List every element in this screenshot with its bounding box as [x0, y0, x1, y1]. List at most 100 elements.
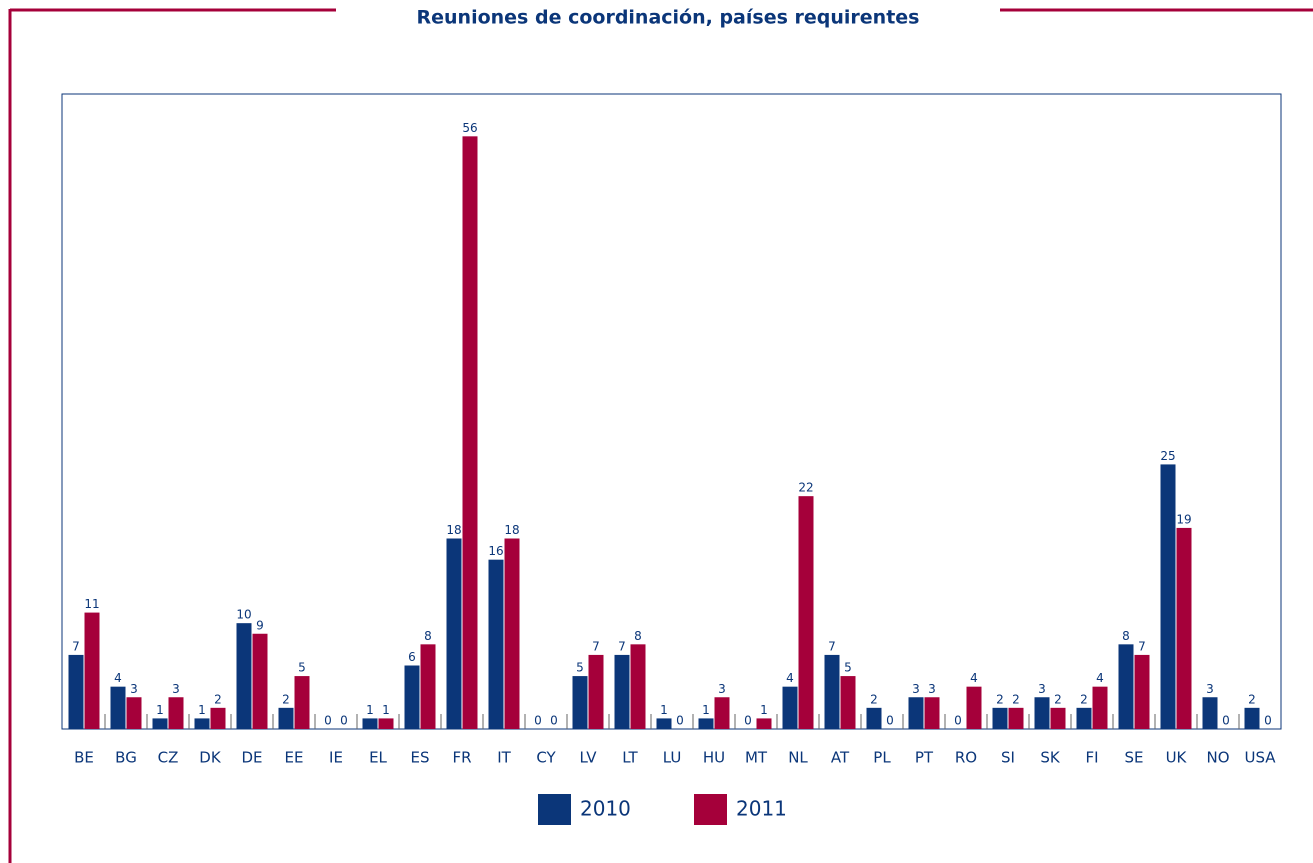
x-tick-label: EE: [285, 749, 304, 767]
bar: [1008, 707, 1024, 729]
x-tick-label: CY: [536, 749, 556, 767]
value-label: 1: [702, 703, 710, 717]
value-label: 10: [236, 608, 251, 622]
x-tick-label: BG: [115, 749, 137, 767]
bar: [840, 676, 856, 729]
bar: [462, 136, 478, 730]
value-label: 7: [592, 639, 600, 653]
value-label: 3: [1038, 682, 1046, 696]
bar: [152, 718, 168, 729]
bar: [1076, 707, 1092, 729]
value-label: 5: [576, 661, 584, 675]
value-label: 0: [954, 714, 962, 728]
value-label: 0: [886, 714, 894, 728]
bar: [588, 654, 604, 729]
value-label: 3: [1206, 682, 1214, 696]
value-label: 1: [366, 703, 374, 717]
legend-swatch: [694, 794, 727, 825]
x-tick-label: RO: [955, 749, 977, 767]
bar: [1160, 464, 1176, 729]
x-tick-label: DK: [199, 749, 222, 767]
value-label: 1: [660, 703, 668, 717]
bar: [908, 697, 924, 729]
value-label: 56: [462, 121, 477, 135]
value-label: 0: [1264, 714, 1272, 728]
bar: [698, 718, 714, 729]
x-tick-label: LV: [580, 749, 598, 767]
bar: [294, 676, 310, 729]
x-tick-label: MT: [745, 749, 768, 767]
bar: [924, 697, 940, 729]
bar: [362, 718, 378, 729]
bar: [714, 697, 730, 729]
legend-swatch: [538, 794, 571, 825]
bar: [1244, 707, 1260, 729]
x-tick-label: UK: [1166, 749, 1188, 767]
x-tick-label: LU: [663, 749, 682, 767]
x-tick-label: PL: [873, 749, 891, 767]
value-label: 4: [970, 671, 978, 685]
x-tick-label: SI: [1001, 749, 1015, 767]
x-tick-label: IE: [329, 749, 343, 767]
x-tick-label: USA: [1244, 749, 1276, 767]
chart-title: Reuniones de coordinación, países requir…: [417, 7, 920, 29]
x-tick-label: AT: [831, 749, 850, 767]
value-label: 7: [1138, 639, 1146, 653]
bar: [1176, 527, 1192, 729]
value-label: 1: [156, 703, 164, 717]
value-label: 8: [1122, 629, 1130, 643]
bar: [1118, 644, 1134, 729]
bar: [488, 559, 504, 729]
value-label: 16: [488, 544, 503, 558]
bar: [866, 707, 882, 729]
x-tick-label: IT: [497, 749, 511, 767]
bar: [630, 644, 646, 729]
x-tick-label: NL: [788, 749, 808, 767]
bar: [798, 496, 814, 729]
value-label: 2: [214, 692, 222, 706]
value-label: 4: [786, 671, 794, 685]
bar: [756, 718, 772, 729]
x-tick-label: SK: [1040, 749, 1061, 767]
x-tick-label: SE: [1125, 749, 1144, 767]
value-label: 1: [198, 703, 206, 717]
value-label: 6: [408, 650, 416, 664]
bar: [782, 686, 798, 729]
value-label: 3: [928, 682, 936, 696]
x-tick-label: DE: [241, 749, 262, 767]
value-label: 1: [382, 703, 390, 717]
value-label: 2: [1012, 692, 1020, 706]
legend-label: 2010: [580, 797, 631, 821]
value-label: 7: [828, 639, 836, 653]
value-label: 1: [760, 703, 768, 717]
value-label: 0: [676, 714, 684, 728]
value-label: 3: [912, 682, 920, 696]
value-label: 4: [114, 671, 122, 685]
value-label: 2: [996, 692, 1004, 706]
bar: [110, 686, 126, 729]
value-label: 0: [1222, 714, 1230, 728]
bar: [992, 707, 1008, 729]
value-label: 3: [718, 682, 726, 696]
value-label: 0: [550, 714, 558, 728]
value-label: 5: [844, 661, 852, 675]
bar: [1050, 707, 1066, 729]
value-label: 7: [618, 639, 626, 653]
bar: [252, 633, 268, 729]
bar: [656, 718, 672, 729]
value-label: 11: [84, 597, 99, 611]
bar: [404, 665, 420, 729]
x-tick-label: LT: [622, 749, 638, 767]
value-label: 2: [1080, 692, 1088, 706]
value-label: 7: [72, 639, 80, 653]
x-tick-label: EL: [369, 749, 387, 767]
x-tick-label: NO: [1206, 749, 1229, 767]
value-label: 4: [1096, 671, 1104, 685]
value-label: 0: [340, 714, 348, 728]
legend-label: 2011: [736, 797, 787, 821]
value-label: 19: [1176, 512, 1191, 526]
value-label: 2: [1248, 692, 1256, 706]
bar: [1134, 654, 1150, 729]
x-tick-label: FR: [452, 749, 471, 767]
